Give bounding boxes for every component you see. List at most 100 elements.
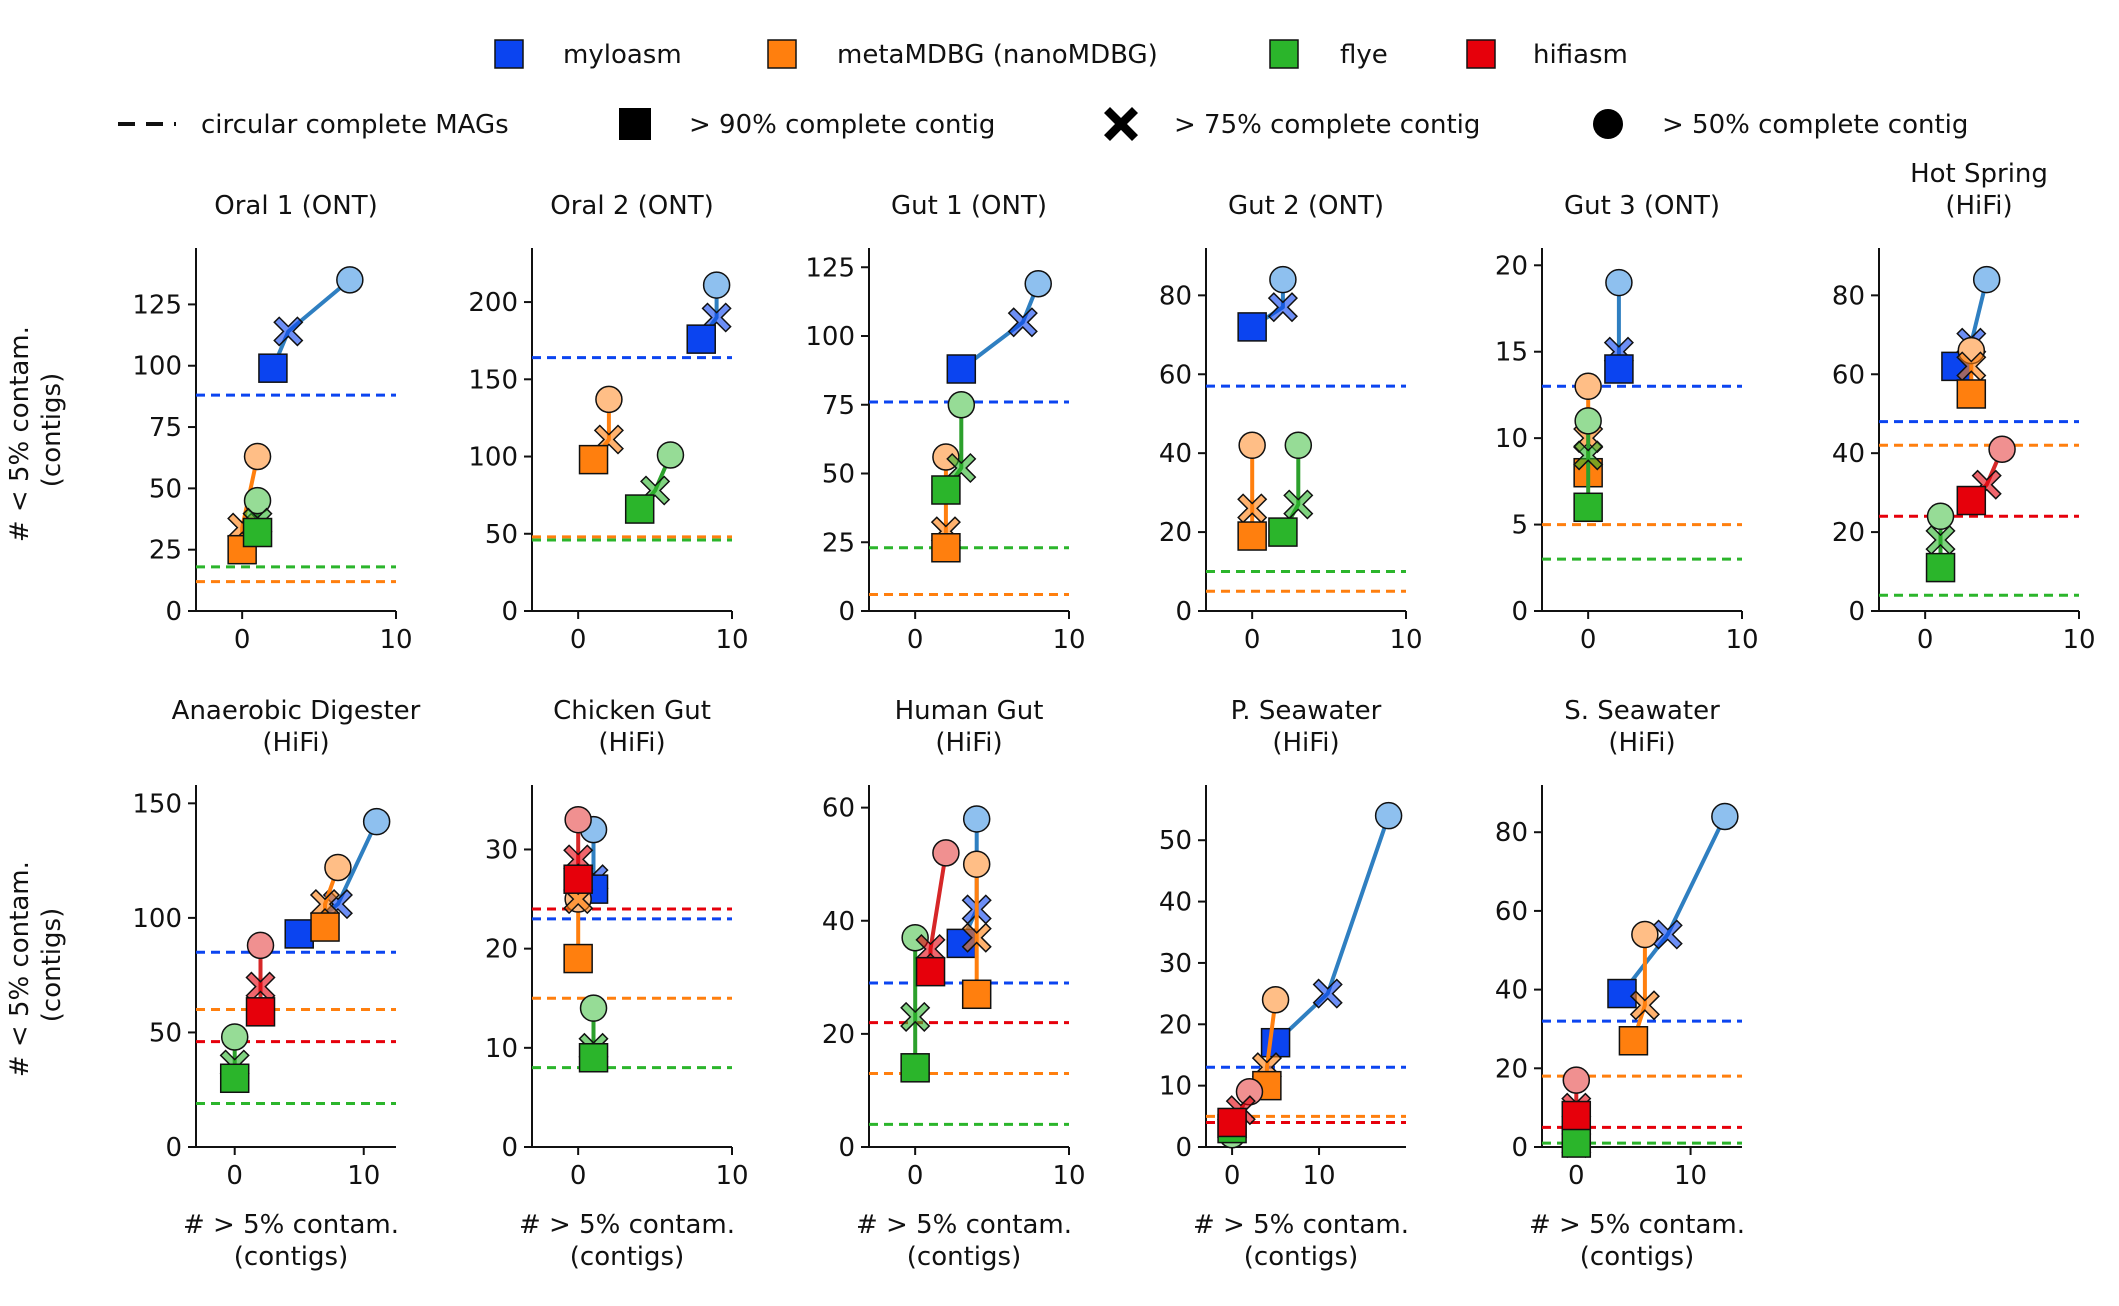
panel-title-line: Oral 1 (ONT) [214,191,377,221]
series-hifiasm [563,805,594,894]
point-90pct [686,324,716,354]
y-tick-label: 50 [485,520,518,550]
series-flye [900,923,931,1083]
x-tick-label: 10 [1052,625,1085,655]
point-75pct [1312,978,1343,1009]
legend-swatch [1269,39,1299,69]
point-75pct [1925,524,1956,556]
y-tick-label: 0 [501,1133,518,1163]
legend-label: hifiasm [1533,40,1628,70]
xlabel-line2: (contigs) [570,1242,684,1272]
point-90pct [1956,379,1987,409]
xlabel-line1: # > 5% contam. [1529,1210,1745,1240]
x-tick-label: 0 [234,625,251,655]
point-50pct [1238,431,1266,460]
series-myloasm [1603,268,1634,384]
x-tick-label: 0 [907,625,924,655]
xlabel-line1: # > 5% contam. [1193,1210,1409,1240]
panel-title-line: (HiFi) [1945,191,2012,221]
point-90pct [1607,978,1637,1009]
point-75pct [1283,489,1314,520]
square-marker-icon [619,108,651,140]
point-90pct [961,979,992,1010]
point-90pct [578,1042,609,1073]
legend-item-hifiasm: hifiasm [1466,39,1628,70]
panel-title-line: (HiFi) [1272,728,1339,758]
point-50pct [243,442,272,471]
point-90pct [563,864,593,894]
series-metamdbg [961,850,992,1010]
ylabel-line2: (contigs) [37,908,67,1022]
point-50pct [1574,372,1602,401]
point-90pct [310,912,340,942]
y-tick-label: 20 [1832,518,1865,548]
panel-gut-1-ont: Gut 1 (ONT) 0 25 50 75 100 125 0 10 [805,191,1085,655]
legend-item-circular: circular complete MAGs [118,110,509,140]
legend-item-75: > 75% complete contig [1104,107,1480,141]
y-tick-label: 0 [165,1133,182,1163]
point-50pct [243,486,272,515]
y-tick-label: 20 [1159,1010,1192,1040]
xlabel-line2: (contigs) [1244,1242,1358,1272]
y-tick-label: 50 [1159,826,1192,856]
x-axis-label: # > 5% contam. (contigs) [856,1210,1072,1272]
point-90pct [915,956,946,987]
point-50pct [362,807,391,836]
point-90pct [245,997,276,1027]
y-tick-label: 40 [1495,976,1528,1006]
ylabel-line2: (contigs) [37,373,67,487]
point-75pct [1629,990,1660,1021]
panel-title: Oral 1 (ONT) [214,191,377,221]
point-50pct [579,994,608,1022]
point-75pct [915,933,946,965]
panel-title-line: (HiFi) [1608,728,1675,758]
point-90pct [563,943,593,974]
x-tick-label: 0 [570,625,587,655]
y-tick-label: 80 [1832,281,1865,311]
y-tick-label: 0 [165,597,182,627]
legend-label: myloasm [563,40,682,70]
x-axis-label: # > 5% contam. (contigs) [519,1210,735,1272]
legend-item-myloasm: myloasm [494,39,682,70]
panel-title: Human Gut (HiFi) [895,696,1044,758]
x-tick-label: 10 [347,1161,380,1191]
y-tick-label: 75 [822,391,855,421]
point-50pct [1605,268,1633,297]
point-90pct [931,475,961,505]
series-metamdbg [1237,431,1268,551]
series-myloasm [258,266,364,383]
y-tick-label: 100 [805,322,855,352]
point-90pct [1925,552,1956,583]
y-tick-label: 20 [1159,518,1192,548]
series-metamdbg [578,385,624,475]
panel-hot-spring-hifi: Hot Spring (HiFi) 0 20 40 60 80 0 10 [1832,159,2096,655]
legend-swatch [767,39,797,69]
y-tick-label: 50 [149,474,182,504]
point-90pct [624,494,655,524]
point-50pct [336,266,364,294]
point-90pct [578,444,609,475]
panel-title: Gut 2 (ONT) [1228,191,1384,221]
y-tick-label: 25 [822,528,855,558]
panel-title: Oral 2 (ONT) [550,191,713,221]
x-tick-label: 10 [715,625,748,655]
point-50pct [1562,1066,1591,1094]
series-flye [1573,407,1604,523]
panel-title-line: Gut 1 (ONT) [891,191,1047,221]
ylabel-line1: # < 5% contam. [5,861,35,1077]
y-tick-label: 40 [822,907,855,937]
point-90pct [1237,312,1267,342]
point-50pct [246,931,275,960]
point-90pct [242,517,273,548]
x-tick-label: 0 [1917,625,1934,655]
x-axis-label: # > 5% contam. (contigs) [1193,1210,1409,1272]
y-tick-label: 40 [1159,888,1192,918]
y-tick-label: 0 [838,597,855,627]
x-tick-label: 0 [1568,1161,1585,1191]
point-90pct [1956,485,1987,516]
series-metamdbg [1251,985,1290,1101]
point-50pct [1374,801,1403,830]
xlabel-line2: (contigs) [1580,1242,1694,1272]
x-tick-label: 10 [1389,625,1422,655]
